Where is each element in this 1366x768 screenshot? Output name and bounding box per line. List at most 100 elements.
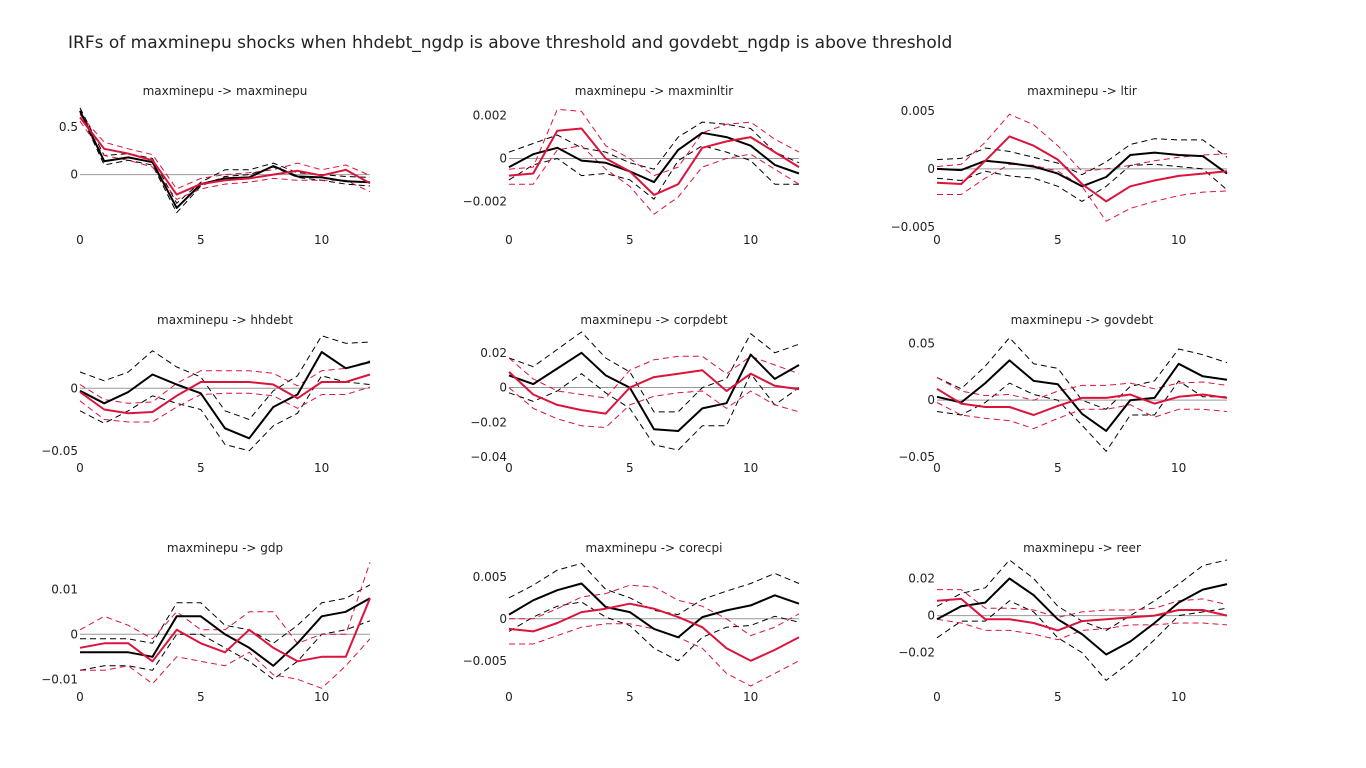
band-line-lower <box>508 601 800 662</box>
x-tick-label: 10 <box>743 690 758 704</box>
subplot-title: maxminepu -> maxminepu <box>143 84 308 98</box>
subplot-title: maxminepu -> corecpi <box>586 541 723 555</box>
x-tick-label: 5 <box>626 233 634 247</box>
y-tick-label: 0 <box>927 609 935 623</box>
y-tick-label: 0.02 <box>908 572 935 586</box>
band-line-upper <box>79 360 371 404</box>
y-tick-label: −0.05 <box>898 450 935 464</box>
x-tick-label: 5 <box>197 690 205 704</box>
irf-line-point <box>936 151 1228 188</box>
band-line-upper <box>936 138 1228 176</box>
band-line-lower <box>79 386 371 423</box>
y-tick-label: −0.005 <box>891 220 935 234</box>
x-tick-label: 10 <box>743 233 758 247</box>
y-tick-label: 0 <box>70 627 78 641</box>
irf-line-point <box>79 597 371 663</box>
band-line-lower <box>936 600 1228 681</box>
irf-line-point <box>936 135 1228 203</box>
band-line-lower <box>936 163 1228 202</box>
x-tick-label: 0 <box>76 233 84 247</box>
x-tick-label: 10 <box>314 233 329 247</box>
x-tick-label: 5 <box>197 233 205 247</box>
band-line-upper <box>508 331 800 413</box>
irf-line-point <box>79 351 371 440</box>
x-tick-label: 5 <box>1054 233 1062 247</box>
band-line-upper <box>80 584 371 644</box>
irf-line-point <box>79 116 371 196</box>
irf-line-point <box>508 131 800 184</box>
band-line-upper <box>936 337 1228 410</box>
y-tick-label: −0.02 <box>470 415 507 429</box>
band-line-upper <box>937 589 1228 618</box>
subplot-title: maxminepu -> reer <box>1023 541 1141 555</box>
irf-line-point <box>80 597 371 667</box>
irf-line-point <box>936 577 1228 656</box>
subplot-title: maxminepu -> govdebt <box>1011 313 1154 327</box>
subplot-title: maxminepu -> gdp <box>167 541 283 555</box>
band-line-lower <box>508 145 799 200</box>
band-line-lower <box>79 120 371 200</box>
x-tick-label: 0 <box>76 461 84 475</box>
y-tick-label: 0.002 <box>473 109 507 123</box>
band-line-upper <box>936 559 1228 631</box>
y-tick-label: −0.005 <box>463 654 507 668</box>
irf-line-point <box>936 387 1228 416</box>
band-line-lower <box>79 112 371 214</box>
subplot-2: maxminepu -> maxminltir −0.002 0 0.002 0 5 10 <box>463 84 800 247</box>
band-line-upper <box>508 562 800 616</box>
irf-line-point <box>79 110 371 209</box>
x-tick-label: 0 <box>505 690 513 704</box>
band-line-upper <box>79 114 371 190</box>
band-line-lower <box>80 638 371 689</box>
y-tick-label: 0 <box>927 393 935 407</box>
y-tick-label: 0.05 <box>908 336 935 350</box>
band-line-upper <box>936 377 1228 401</box>
y-tick-label: 0.5 <box>59 120 78 134</box>
band-line-lower <box>508 387 800 428</box>
y-tick-label: 0 <box>70 168 78 182</box>
subplot-4: maxminepu -> hhdebt −0.05 0 0 5 10 <box>41 313 371 475</box>
y-tick-label: 0 <box>499 381 507 395</box>
y-tick-label: −0.05 <box>41 444 78 458</box>
irf-line-point <box>508 127 800 196</box>
x-tick-label: 10 <box>314 690 329 704</box>
y-tick-label: 0 <box>499 612 507 626</box>
irf-line-point <box>936 597 1228 632</box>
band-line-lower <box>936 380 1227 452</box>
y-tick-label: 0.005 <box>901 104 935 118</box>
x-tick-label: 10 <box>743 461 758 475</box>
subplot-9: maxminepu -> reer −0.02 0 0.02 0 5 10 <box>898 541 1228 704</box>
irf-line-point <box>508 369 800 415</box>
band-line-lower <box>79 375 371 452</box>
x-tick-label: 5 <box>1054 690 1062 704</box>
subplot-title: maxminepu -> hhdebt <box>157 313 293 327</box>
y-tick-label: −0.002 <box>463 194 507 208</box>
y-tick-label: 0.02 <box>480 346 507 360</box>
x-tick-label: 5 <box>197 461 205 475</box>
x-tick-label: 0 <box>933 690 941 704</box>
band-line-upper <box>79 562 371 644</box>
subplot-title: maxminepu -> ltir <box>1027 84 1137 98</box>
irf-line-point <box>508 602 800 662</box>
y-tick-label: 0 <box>499 152 507 166</box>
band-line-upper <box>79 107 371 204</box>
irf-line-point <box>508 582 800 639</box>
subplot-title: maxminepu -> corpdebt <box>580 313 728 327</box>
irf-line-point <box>508 351 800 432</box>
irf-line-point <box>936 359 1228 432</box>
band-line-upper <box>79 335 371 420</box>
y-tick-label: 0.01 <box>51 582 78 596</box>
band-line-lower <box>936 402 1228 430</box>
y-tick-label: 0.005 <box>473 570 507 584</box>
y-tick-label: 0 <box>70 381 78 395</box>
x-tick-label: 10 <box>1171 690 1186 704</box>
band-line-upper <box>508 121 800 170</box>
y-tick-label: 0 <box>927 162 935 176</box>
chart-title: IRFs of maxminepu shocks when hhdebt_ngd… <box>68 33 953 53</box>
y-tick-label: −0.02 <box>898 646 935 660</box>
band-line-lower <box>936 618 1228 641</box>
x-tick-label: 0 <box>933 233 941 247</box>
